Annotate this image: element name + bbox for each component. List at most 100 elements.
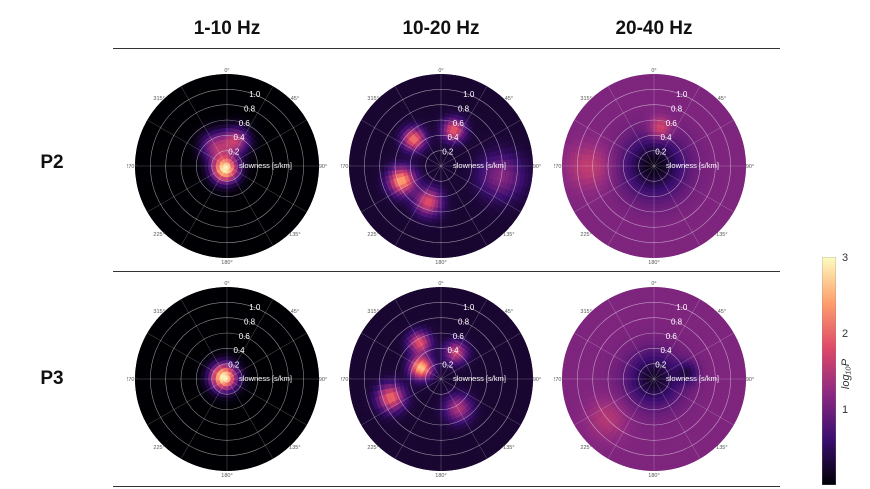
heat-cell [592,165,597,172]
heat-cell [440,253,450,258]
heat-cell [169,165,174,172]
heat-cell [221,108,228,113]
heat-cell [647,96,655,102]
grid-circle [165,104,289,228]
heat-cell [387,165,392,172]
heat-cell [650,127,655,132]
heat-cell [379,165,384,172]
heat-cell [218,77,228,83]
heat-cell [440,215,447,220]
azimuth-tick-label: 45° [291,96,299,102]
heat-cell [310,157,316,167]
heat-cell [226,253,236,258]
heat-cell [440,230,448,236]
heat-cell [224,138,228,144]
heat-cell [653,223,660,228]
heat-cell [726,158,731,167]
heat-cell [221,104,228,109]
heat-cell [223,127,228,132]
heat-cell [165,165,170,172]
heat-cell [653,211,659,217]
heat-cell [440,245,450,251]
heat-cell [650,131,655,136]
azimuth-tick-label: 270° [127,164,137,170]
heat-cell [435,112,442,117]
middle-rule [113,271,780,272]
heat-cell [142,165,148,175]
heat-cell [440,238,449,243]
grid-spoke [147,119,228,167]
heat-cell [222,115,228,121]
heat-cell [433,89,442,94]
heat-cell [291,159,297,167]
heat-cell [220,96,228,102]
heat-cell [352,165,358,175]
heat-cell [173,165,178,172]
heat-cell [226,230,234,236]
grid-spoke [180,165,228,246]
heat-cell [226,226,234,232]
heat-cell [653,234,661,240]
heat-cell [226,249,236,255]
azimuth-tick-label: 180° [435,260,446,266]
heat-cell [588,165,594,173]
column-title-3: 20-40 Hz [615,18,693,39]
heat-cell [303,158,308,167]
heat-cell [176,165,182,171]
heat-cell [438,138,442,144]
heat-cell [218,74,228,79]
heat-cell [648,112,655,117]
heat-cell [135,165,140,175]
heat-cell [371,165,377,173]
heat-cell [364,165,369,174]
heat-cell [649,119,655,125]
heat-cell [440,223,447,228]
heat-cell [437,131,442,136]
radial-tick-label: 0.6 [239,119,251,128]
heat-cell [730,158,735,167]
heat-cell [647,100,655,106]
heat-cell [219,85,228,90]
heat-cell [161,165,167,173]
heat-cell [718,159,724,167]
azimuth-tick-label: 315° [367,96,378,102]
grid-spoke [180,86,228,167]
row-label-p3: P3 [40,368,64,389]
radial-tick-label: 0.2 [228,148,240,157]
radial-tick-label: 1.0 [249,90,261,99]
heat-field [349,74,533,258]
heat-cell [138,165,144,175]
heat-cell [440,234,448,240]
heat-cell [226,223,233,228]
azimuth-tick-label: 90° [319,164,327,170]
azimuth-tick-label: 0° [438,68,443,74]
heat-cell [440,242,449,247]
heat-cell [649,123,655,129]
radial-tick-label: 0.4 [447,133,459,142]
heat-cell [577,165,582,174]
radial-tick-label: 0.4 [233,133,245,142]
heat-cell [226,242,235,247]
heat-cell [219,89,228,94]
heat-cell [437,127,442,132]
heat-cell [440,249,450,255]
heat-cell [436,119,442,125]
azimuth-tick-label: 0° [224,68,229,74]
heat-cell [146,165,151,174]
heat-cell [221,112,228,117]
grid-spoke [226,86,274,167]
heat-cell [584,165,590,173]
heat-cell [524,157,530,167]
heat-cell [226,211,232,217]
heat-cell [226,234,234,240]
grid-spoke [226,165,274,246]
row-label-p2: P2 [40,152,64,173]
heat-cell [434,100,442,106]
grid-spoke [226,119,307,167]
heat-cell [651,138,655,144]
heat-cell [437,135,442,140]
radial-tick-label: 0.6 [453,119,465,128]
